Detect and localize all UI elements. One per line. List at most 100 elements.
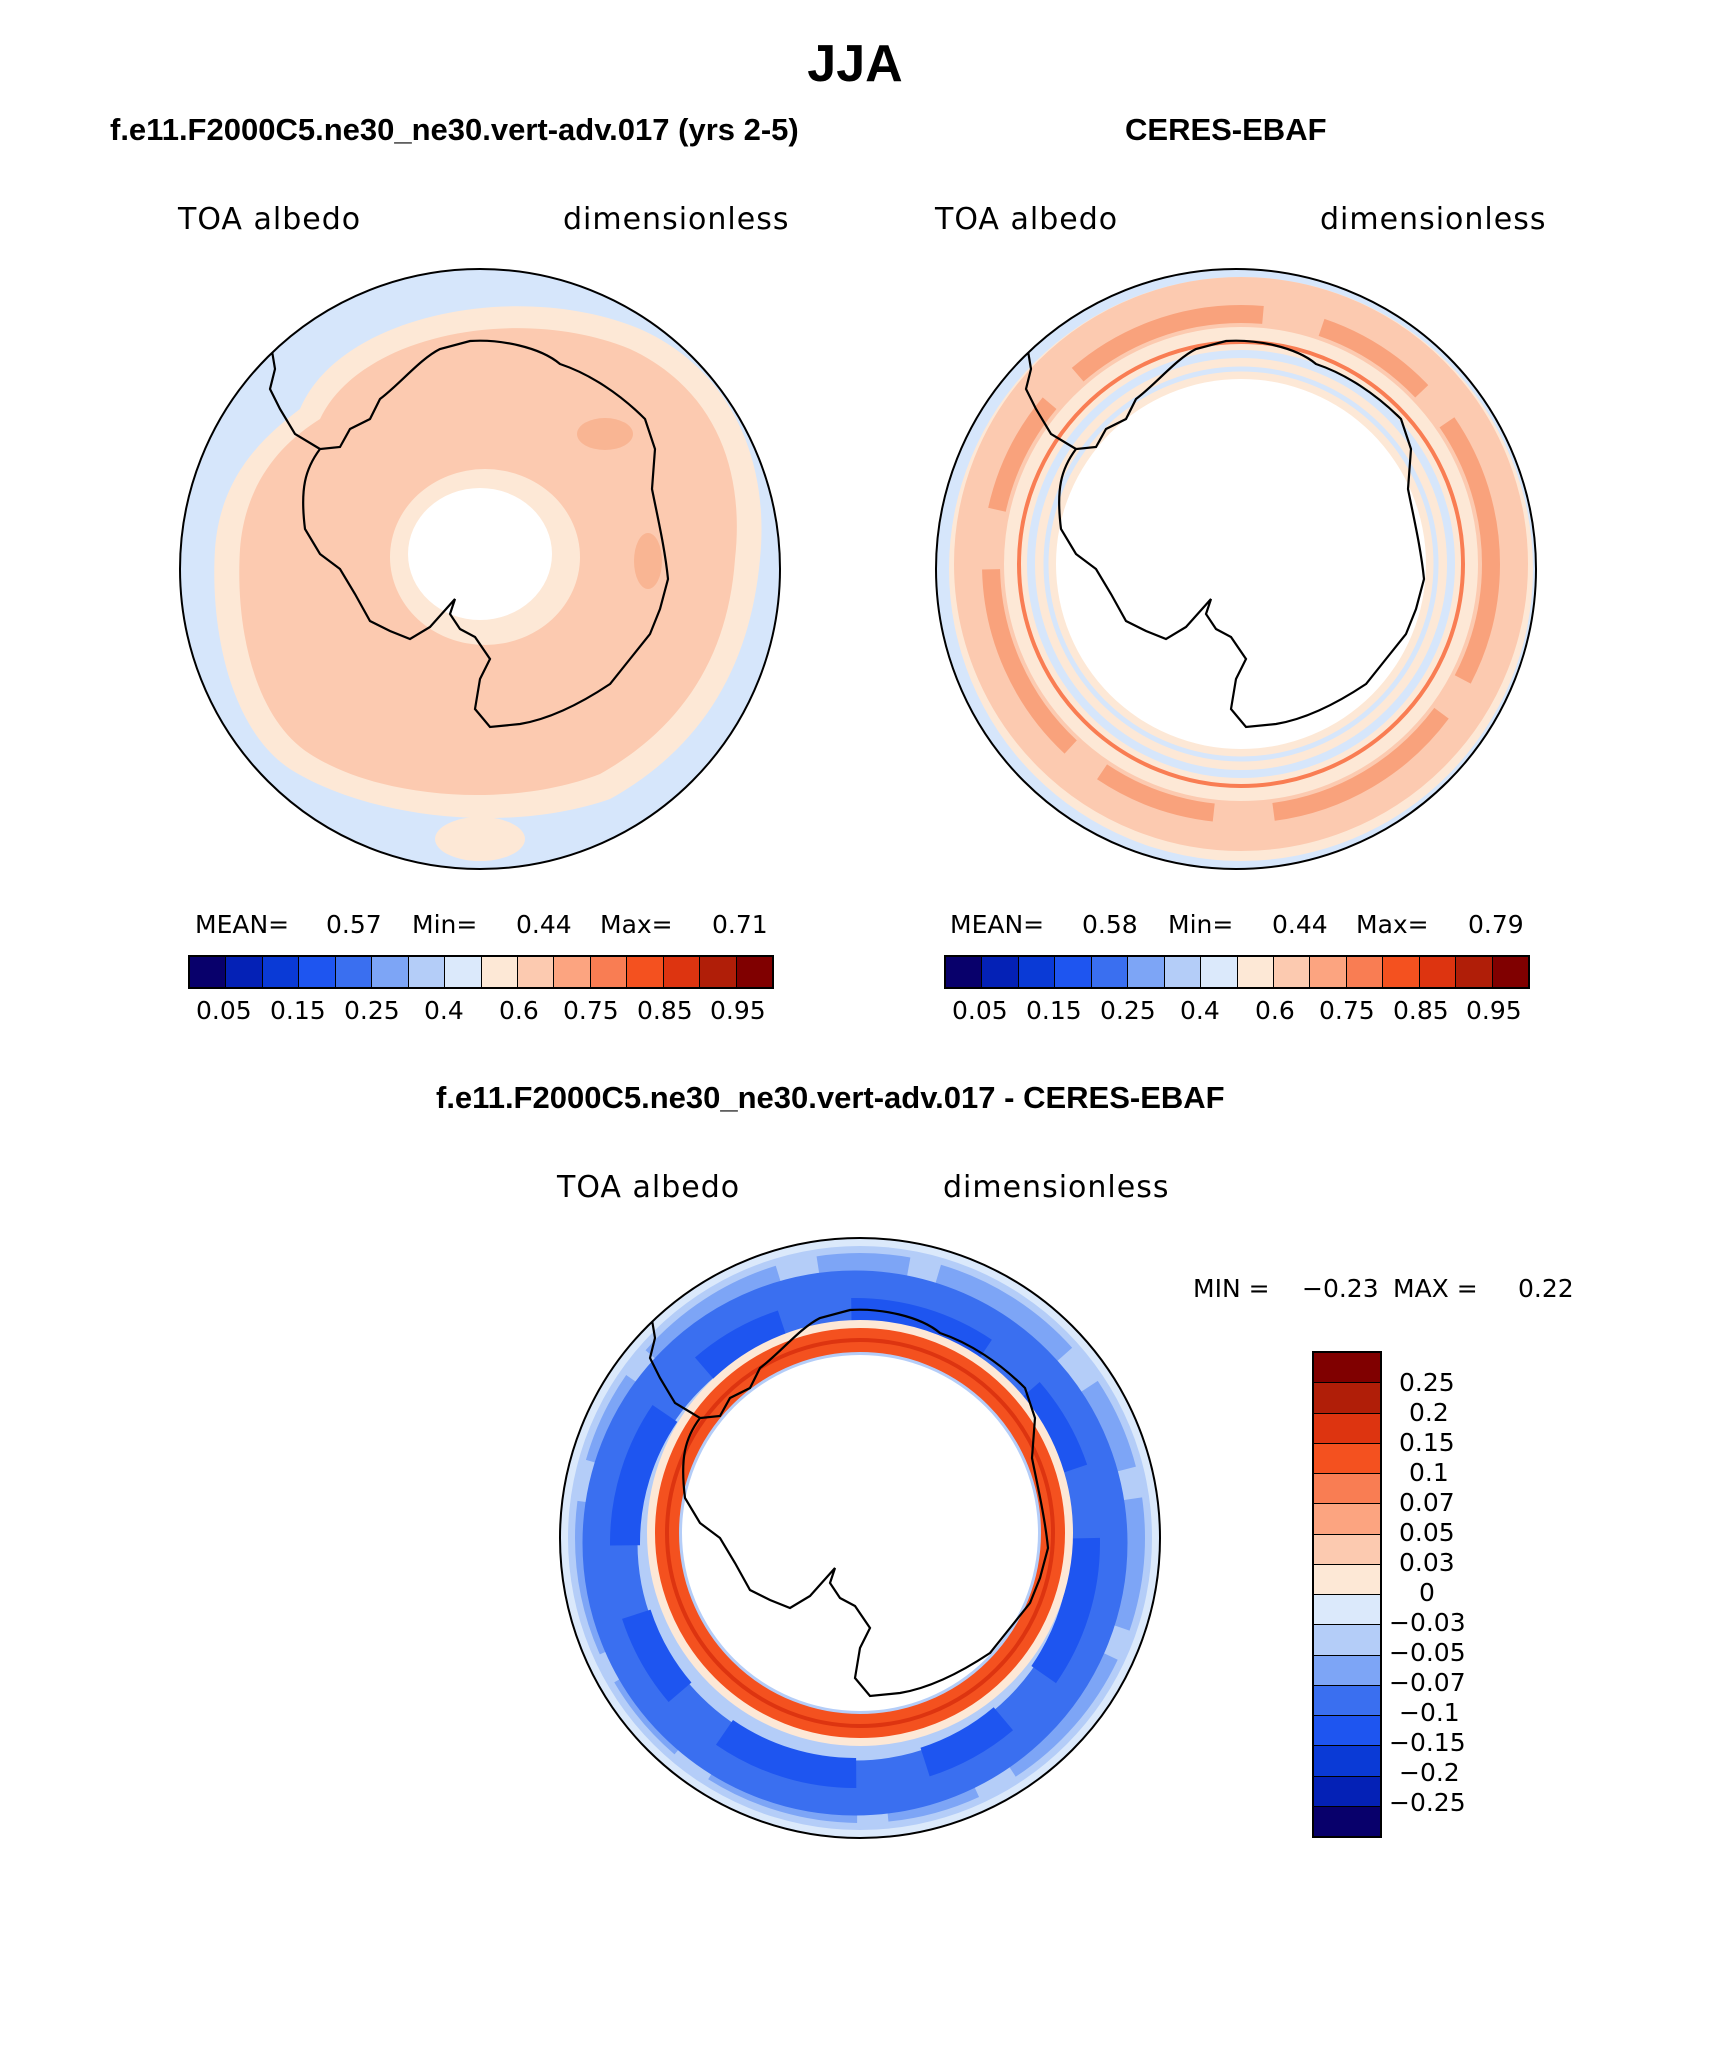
antarctica-coastline bbox=[1058, 339, 1426, 729]
panel-obs-variable: TOA albedo bbox=[935, 202, 1119, 237]
panel-right-title: CERES-EBAF bbox=[1125, 112, 1327, 147]
colorbar-swatch bbox=[517, 957, 555, 987]
colorbar-tick: −0.25 bbox=[1389, 1788, 1466, 1817]
colorbar-swatch bbox=[1273, 957, 1311, 987]
colorbar-tick: 0.15 bbox=[1026, 996, 1082, 1025]
diff-min-value: −0.23 bbox=[1302, 1274, 1379, 1303]
panel-left-title: f.e11.F2000C5.ne30_ne30.vert-adv.017 (yr… bbox=[110, 112, 799, 147]
colorbar-tick: 0.05 bbox=[196, 996, 252, 1025]
colorbar-tick: 0.25 bbox=[1100, 996, 1156, 1025]
colorbar-swatch bbox=[372, 957, 409, 987]
colorbar-tick: −0.15 bbox=[1389, 1728, 1466, 1757]
diff-min-label: MIN = bbox=[1193, 1274, 1270, 1303]
colorbar-swatch bbox=[1383, 957, 1420, 987]
colorbar-swatch bbox=[946, 957, 983, 987]
colorbar-swatch bbox=[1456, 957, 1493, 987]
colorbar-swatch bbox=[1314, 1353, 1380, 1384]
colorbar-swatch bbox=[481, 957, 518, 987]
colorbar-diff bbox=[1312, 1351, 1382, 1838]
stat-max-label: Max= bbox=[1356, 910, 1429, 939]
panel-obs-units: dimensionless bbox=[1320, 202, 1547, 237]
stat-min-value: 0.44 bbox=[516, 910, 572, 939]
colorbar-swatch bbox=[1314, 1625, 1380, 1656]
island bbox=[264, 330, 272, 338]
colorbar-swatch bbox=[226, 957, 263, 987]
colorbar-swatch bbox=[1314, 1595, 1380, 1626]
colorbar-swatch bbox=[590, 957, 628, 987]
colorbar-tick: 0.85 bbox=[637, 996, 693, 1025]
island bbox=[644, 1299, 652, 1307]
panel-model-variable: TOA albedo bbox=[178, 202, 362, 237]
colorbar-tick: 0.2 bbox=[1409, 1398, 1449, 1427]
colorbar-tick: 0.03 bbox=[1399, 1548, 1455, 1577]
colorbar-swatch bbox=[1314, 1806, 1380, 1836]
colorbar-tick: 0.05 bbox=[952, 996, 1008, 1025]
colorbar-tick: −0.1 bbox=[1399, 1698, 1460, 1727]
colorbar-swatch bbox=[1314, 1443, 1380, 1474]
colorbar-swatch bbox=[1314, 1504, 1380, 1535]
antarctic-peninsula bbox=[268, 338, 321, 450]
map-border bbox=[559, 1237, 1161, 1839]
colorbar-swatch bbox=[262, 957, 300, 987]
polar-map-diff bbox=[559, 1237, 1161, 1839]
colorbar-swatch bbox=[1164, 957, 1202, 987]
polar-map-model bbox=[179, 268, 781, 870]
colorbar-swatch bbox=[1314, 1413, 1380, 1444]
stat-mean-value: 0.58 bbox=[1082, 910, 1138, 939]
colorbar-swatch bbox=[982, 957, 1019, 987]
colorbar-swatch bbox=[1091, 957, 1129, 987]
colorbar-tick: 0.15 bbox=[270, 996, 326, 1025]
colorbar-swatch bbox=[335, 957, 373, 987]
stat-mean-label: MEAN= bbox=[950, 910, 1045, 939]
colorbar-swatch bbox=[663, 957, 701, 987]
colorbar-tick: −0.07 bbox=[1389, 1668, 1466, 1697]
panel-model-units: dimensionless bbox=[563, 202, 790, 237]
colorbar-swatch bbox=[627, 957, 664, 987]
colorbar-tick: 0.4 bbox=[1180, 996, 1220, 1025]
colorbar-swatch bbox=[1055, 957, 1092, 987]
colorbar-swatch bbox=[1346, 957, 1384, 987]
antarctic-peninsula bbox=[648, 1307, 701, 1419]
colorbar-tick: −0.05 bbox=[1389, 1638, 1466, 1667]
diff-max-label: MAX = bbox=[1393, 1274, 1478, 1303]
colorbar-tick: 0.25 bbox=[344, 996, 400, 1025]
colorbar-tick: 0 bbox=[1419, 1578, 1435, 1607]
map-fill-ring-peach bbox=[954, 277, 1528, 851]
colorbar-tick: 0.1 bbox=[1409, 1458, 1449, 1487]
colorbar-tick: 0.6 bbox=[499, 996, 539, 1025]
polar-map-obs bbox=[935, 268, 1537, 870]
colorbar-tick: 0.15 bbox=[1399, 1428, 1455, 1457]
map-fill-inner-white bbox=[682, 1355, 1038, 1711]
colorbar-swatch bbox=[1314, 1776, 1380, 1807]
map-fill-ring-blue bbox=[1043, 366, 1439, 762]
stat-mean-label: MEAN= bbox=[195, 910, 290, 939]
colorbar-obs bbox=[944, 955, 1530, 989]
colorbar-swatch bbox=[190, 957, 227, 987]
map-border bbox=[179, 268, 781, 870]
colorbar-tick: 0.07 bbox=[1399, 1488, 1455, 1517]
figure-title: JJA bbox=[807, 35, 903, 93]
colorbar-swatch bbox=[1128, 957, 1165, 987]
colorbar-swatch bbox=[1314, 1383, 1380, 1414]
colorbar-tick: 0.95 bbox=[710, 996, 766, 1025]
colorbar-tick: −0.2 bbox=[1399, 1758, 1460, 1787]
colorbar-model bbox=[188, 955, 774, 989]
colorbar-swatch bbox=[1314, 1474, 1380, 1505]
antarctic-peninsula bbox=[1024, 338, 1077, 450]
stat-min-value: 0.44 bbox=[1272, 910, 1328, 939]
colorbar-swatch bbox=[1201, 957, 1238, 987]
map-fill-ring-dark bbox=[1017, 340, 1465, 788]
colorbar-swatch bbox=[1314, 1685, 1380, 1716]
colorbar-swatch bbox=[408, 957, 446, 987]
colorbar-tick: 0.25 bbox=[1399, 1368, 1455, 1397]
colorbar-tick: 0.85 bbox=[1393, 996, 1449, 1025]
colorbar-swatch bbox=[1492, 957, 1528, 987]
colorbar-swatch bbox=[299, 957, 336, 987]
colorbar-swatch bbox=[1310, 957, 1347, 987]
stat-max-label: Max= bbox=[600, 910, 673, 939]
colorbar-swatch bbox=[1314, 1716, 1380, 1747]
stat-min-label: Min= bbox=[412, 910, 478, 939]
panel-diff-title: f.e11.F2000C5.ne30_ne30.vert-adv.017 - C… bbox=[436, 1080, 1225, 1115]
stat-max-value: 0.71 bbox=[712, 910, 768, 939]
map-fill-blue-dark-ring bbox=[610, 1298, 1100, 1788]
